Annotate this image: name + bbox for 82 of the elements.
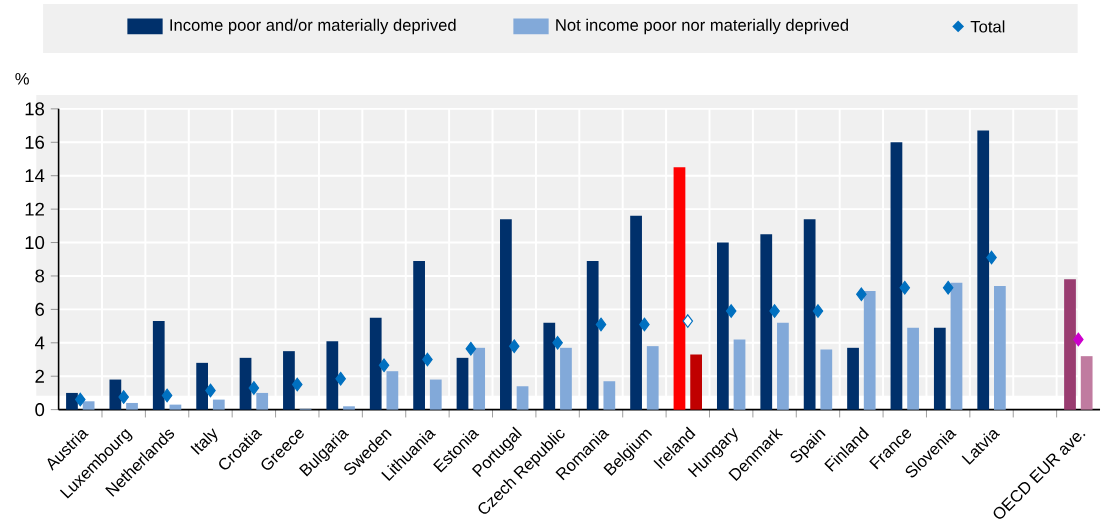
bar	[126, 402, 138, 410]
bar	[760, 234, 773, 410]
bar	[82, 401, 95, 410]
point	[552, 335, 563, 350]
bar	[283, 351, 295, 410]
bar	[212, 399, 225, 410]
bar	[803, 218, 816, 410]
point	[378, 358, 390, 373]
bar	[152, 320, 165, 410]
y-tick-label: 6	[35, 302, 45, 316]
point	[508, 339, 520, 353]
bar	[386, 371, 399, 410]
y-tick-label: 16	[25, 135, 45, 149]
bar	[343, 406, 355, 410]
point	[335, 371, 346, 386]
bar	[890, 142, 903, 410]
bar	[907, 327, 919, 410]
point	[205, 383, 216, 398]
bar	[863, 290, 876, 410]
bar	[690, 354, 702, 410]
point	[422, 352, 433, 367]
point	[986, 250, 997, 265]
legend-label: Income poor and/or materially deprived	[170, 18, 456, 35]
bar	[543, 322, 556, 410]
y-tick-label: 2	[35, 369, 44, 383]
bar	[630, 215, 642, 410]
y-tick-label: 10	[25, 235, 45, 249]
y-tick-label: 8	[35, 269, 45, 283]
point	[465, 341, 477, 356]
y-tick-label: 18	[25, 102, 45, 116]
bar	[586, 260, 599, 410]
x-tick-label: Italy	[190, 428, 218, 455]
bar	[673, 167, 686, 410]
bar	[500, 218, 512, 410]
bar	[256, 392, 269, 410]
bar	[456, 357, 469, 410]
point	[682, 314, 694, 328]
bar	[413, 260, 425, 410]
bar	[560, 347, 572, 410]
legend-label: Total	[970, 20, 1005, 33]
y-tick-label: 0	[35, 402, 45, 417]
bar	[603, 381, 616, 410]
point	[639, 317, 650, 332]
bar	[429, 379, 442, 410]
y-tick-label: 4	[34, 336, 45, 350]
point	[291, 377, 303, 392]
bar	[716, 242, 729, 410]
bar	[777, 322, 789, 410]
point	[812, 304, 824, 318]
bar	[933, 327, 946, 410]
bar	[239, 357, 252, 410]
point	[118, 390, 129, 404]
point	[248, 380, 260, 395]
bar	[326, 340, 339, 410]
bar	[473, 347, 486, 410]
bar	[820, 349, 833, 410]
y-tick-label: 14	[25, 169, 45, 182]
bar	[977, 130, 990, 410]
y-tick-label: 12	[25, 202, 44, 216]
point	[161, 388, 173, 403]
bar	[196, 362, 209, 410]
legend-label: Not income poor nor materially deprived	[556, 18, 848, 35]
bar	[369, 317, 382, 410]
point	[856, 287, 867, 302]
point	[899, 280, 911, 295]
bar	[516, 386, 529, 410]
point	[769, 304, 780, 318]
bar	[169, 404, 182, 410]
bar	[646, 345, 659, 410]
y-axis-title: %	[15, 72, 29, 85]
bar	[1064, 279, 1076, 410]
bar	[1080, 356, 1093, 410]
bar	[109, 379, 122, 410]
bar	[847, 347, 859, 410]
bar	[66, 392, 78, 410]
point	[595, 317, 607, 332]
point	[725, 304, 737, 318]
bar	[950, 282, 963, 410]
point	[75, 392, 86, 407]
bar	[733, 339, 746, 410]
point	[942, 280, 954, 295]
bar	[994, 285, 1006, 410]
